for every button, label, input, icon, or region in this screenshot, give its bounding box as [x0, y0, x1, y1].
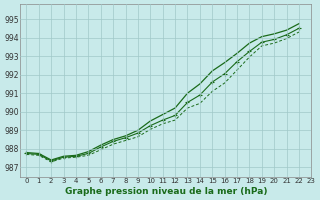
- X-axis label: Graphe pression niveau de la mer (hPa): Graphe pression niveau de la mer (hPa): [65, 187, 267, 196]
